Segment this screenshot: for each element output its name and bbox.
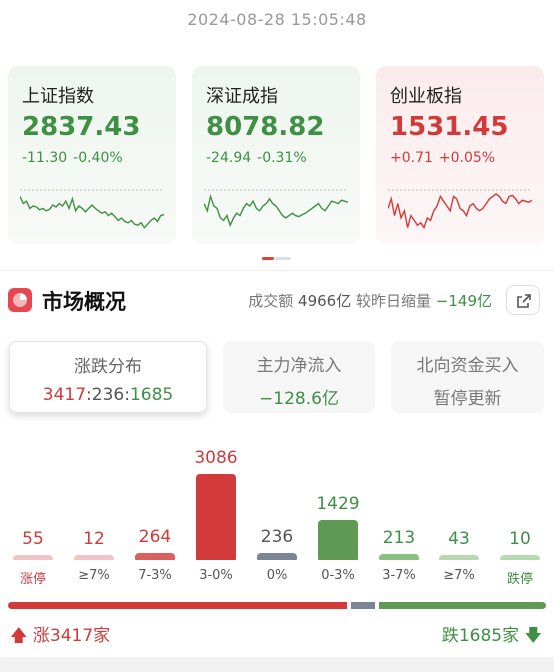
tab-main-net-inflow[interactable]: 主力净流入 −128.6亿 bbox=[223, 341, 375, 413]
ratio-down-segment bbox=[379, 602, 546, 609]
tab-northbound-funds[interactable]: 北向资金买入 暂停更新 bbox=[391, 341, 544, 413]
bar-value-label: 10 bbox=[509, 529, 531, 549]
bottom-strip bbox=[0, 657, 554, 672]
bar-rect bbox=[257, 553, 297, 560]
index-value: 1531.45 bbox=[390, 112, 509, 142]
index-value: 8078.82 bbox=[206, 112, 325, 142]
index-sparkline bbox=[388, 189, 532, 230]
down-summary: 跌1685家 🡇 bbox=[442, 621, 542, 652]
bar-category-label: 7-3% bbox=[138, 568, 172, 583]
tab-value: −128.6亿 bbox=[259, 389, 339, 409]
index-sparkline bbox=[20, 189, 164, 229]
index-change: +0.71 +0.05% bbox=[390, 150, 501, 166]
pie-chart-icon bbox=[8, 288, 32, 312]
tab-up-down-distribution[interactable]: 涨跌分布 3417:236:1685 bbox=[9, 341, 207, 413]
arrow-down-icon: 🡇 bbox=[524, 626, 542, 646]
index-change-points: -11.30 bbox=[22, 150, 68, 166]
turnover-value: 4966亿 bbox=[298, 292, 352, 310]
bar-category-label: ≥7% bbox=[78, 568, 110, 583]
bar-value-label: 264 bbox=[138, 527, 172, 547]
distribution-chart: 55 涨停 12 ≥7% 264 7-3% 3086 3-0% 236 0% 1429 0-3% 213… bbox=[0, 440, 554, 590]
sparkline-line bbox=[388, 193, 532, 230]
bar-category-label: 跌停 bbox=[506, 572, 533, 587]
down-summary-label: 跌1685家 bbox=[441, 626, 520, 646]
bar-value-label: 55 bbox=[22, 529, 44, 549]
tab-value: 3417:236:1685 bbox=[10, 385, 206, 405]
index-name: 深证成指 bbox=[206, 86, 278, 107]
bar-value-label: 3086 bbox=[194, 448, 238, 468]
compare-value: −149亿 bbox=[435, 292, 492, 310]
index-change-points: +0.71 bbox=[390, 150, 433, 166]
index-card-shanghai[interactable]: 上证指数 2837.43 -11.30 -0.40% bbox=[8, 66, 176, 244]
bar-category-label: 0-3% bbox=[321, 568, 355, 583]
tab-label: 主力净流入 bbox=[256, 356, 342, 376]
share-icon bbox=[517, 294, 531, 308]
flat-count: 236 bbox=[91, 385, 125, 405]
bar-rect bbox=[439, 555, 479, 560]
down-count: 1685 bbox=[129, 385, 174, 405]
pager-dot-active bbox=[262, 257, 274, 260]
tab-value: 暂停更新 bbox=[433, 389, 502, 409]
index-card-chinext[interactable]: 创业板指 1531.45 +0.71 +0.05% bbox=[376, 66, 544, 244]
tab-label: 北向资金买入 bbox=[416, 356, 519, 376]
divider bbox=[0, 270, 554, 271]
index-change-pct: +0.05% bbox=[438, 150, 496, 166]
timestamp: 2024-08-28 15:05:48 bbox=[187, 10, 367, 29]
bar-rect bbox=[135, 553, 175, 560]
bar-category-label: 3-0% bbox=[199, 568, 233, 583]
turnover-info: 成交额 4966亿 较昨日缩量 −149亿 bbox=[248, 290, 492, 311]
bar-rect bbox=[500, 555, 540, 560]
bar-category-label: 0% bbox=[266, 568, 288, 583]
up-summary: 🡅 涨3417家 bbox=[10, 621, 110, 652]
index-name: 创业板指 bbox=[390, 86, 462, 107]
separator: : bbox=[124, 385, 130, 405]
arrow-up-icon: 🡅 bbox=[10, 626, 28, 646]
up-count: 3417 bbox=[42, 385, 87, 405]
share-button[interactable] bbox=[506, 285, 540, 315]
bar-category-label: 3-7% bbox=[382, 568, 416, 583]
index-sparkline bbox=[204, 189, 348, 228]
ratio-up-segment bbox=[8, 602, 347, 609]
index-value: 2837.43 bbox=[22, 112, 141, 142]
bar-value-label: 213 bbox=[382, 528, 416, 548]
bar-value-label: 12 bbox=[83, 529, 105, 549]
index-change: -11.30 -0.40% bbox=[22, 150, 129, 166]
ratio-flat-segment bbox=[351, 602, 375, 609]
section-title: 市场概况 bbox=[42, 290, 126, 314]
bar-value-label: 1429 bbox=[316, 494, 360, 514]
sparkline-line bbox=[204, 193, 348, 228]
compare-label: 较昨日缩量 bbox=[356, 292, 432, 310]
bar-value-label: 43 bbox=[448, 529, 470, 549]
index-change: -24.94 -0.31% bbox=[206, 150, 313, 166]
index-card-shenzhen[interactable]: 深证成指 8078.82 -24.94 -0.31% bbox=[192, 66, 360, 244]
index-change-pct: -0.40% bbox=[73, 150, 123, 166]
bar-rect bbox=[318, 520, 358, 560]
bar-rect bbox=[196, 474, 236, 560]
bar-category-label: ≥7% bbox=[443, 568, 475, 583]
index-change-points: -24.94 bbox=[206, 150, 252, 166]
up-summary-label: 涨3417家 bbox=[32, 626, 111, 646]
pager-dot bbox=[275, 257, 291, 260]
bar-rect bbox=[74, 555, 114, 560]
up-down-ratio-bar bbox=[8, 602, 546, 609]
separator: : bbox=[86, 385, 92, 405]
sparkline-line bbox=[20, 196, 164, 229]
bar-category-label: 涨停 bbox=[19, 572, 46, 587]
tab-label: 涨跌分布 bbox=[74, 357, 142, 377]
turnover-label: 成交额 bbox=[248, 292, 294, 310]
index-name: 上证指数 bbox=[22, 86, 94, 107]
bar-rect bbox=[379, 554, 419, 560]
bar-rect bbox=[13, 555, 53, 560]
index-change-pct: -0.31% bbox=[257, 150, 307, 166]
bar-value-label: 236 bbox=[260, 527, 294, 547]
